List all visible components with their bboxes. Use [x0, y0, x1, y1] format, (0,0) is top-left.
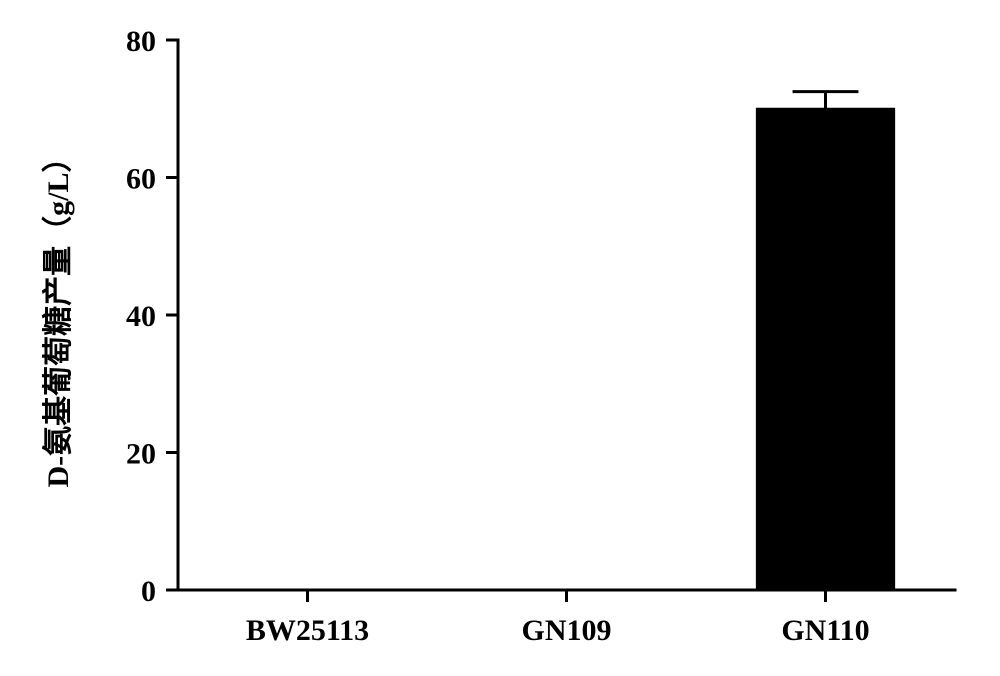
- y-tick-label: 80: [126, 25, 156, 58]
- x-tick-label: GN109: [522, 614, 612, 647]
- bar-GN110: [757, 109, 894, 590]
- x-tick-label: BW25113: [246, 614, 369, 647]
- bar-chart: BW25113 GN109 GN110 0 20 40 60 80 D-氨基葡萄糖产量（g/L）: [0, 0, 1000, 676]
- x-tick-label: GN110: [781, 614, 869, 647]
- y-tick-label: 40: [126, 300, 156, 333]
- y-tick-label: 20: [126, 438, 156, 471]
- y-tick-label: 0: [141, 575, 156, 608]
- y-axis-label: D-氨基葡萄糖产量（g/L）: [41, 143, 75, 488]
- y-tick-label: 60: [126, 163, 156, 196]
